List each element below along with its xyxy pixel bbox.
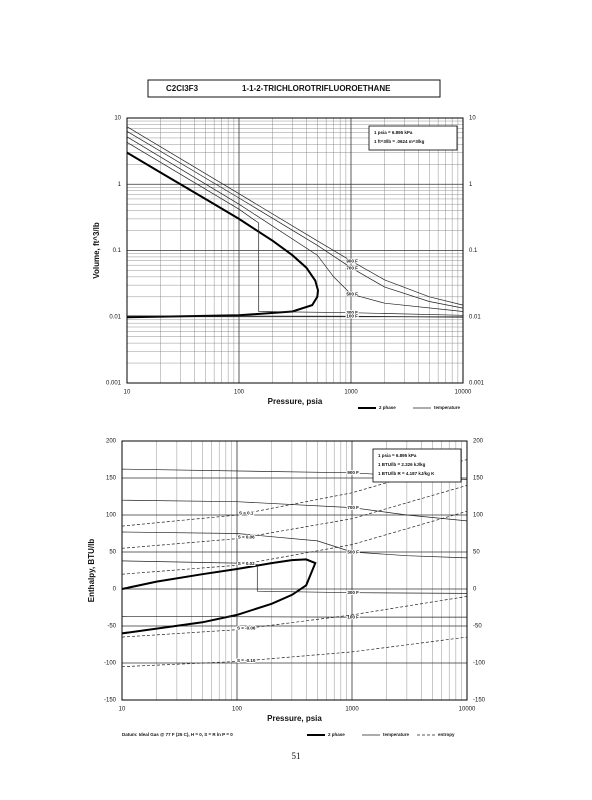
curve (126, 315, 464, 318)
x-tick-label: 1000 (345, 707, 359, 713)
y-tick-label: 10 (114, 116, 121, 122)
curve-label: 900 F (346, 259, 358, 264)
y-tick-label: -100 (104, 661, 117, 667)
curve (126, 130, 464, 309)
curve (121, 636, 468, 668)
curve-label: 500 F (346, 292, 358, 297)
curve (126, 136, 464, 312)
curve (121, 531, 468, 559)
curve-label: 700 F (347, 505, 359, 510)
y-tick-label: 1 (118, 182, 122, 188)
y-tick-label: -150 (473, 698, 486, 704)
y-axis-label: Volume, ft^3/lb (92, 222, 101, 279)
curve-label: 700 F (346, 266, 358, 271)
curve (126, 141, 464, 316)
y-tick-label: -150 (104, 698, 117, 704)
note: 1 ft^3/lb = .0624 m^3/kg (374, 139, 425, 144)
y-tick-label: 50 (109, 550, 116, 556)
x-tick-label: 100 (232, 707, 243, 713)
curve-label: S = 0.1 (239, 510, 254, 515)
header-title: 1-1-2-TRICHLOROTRIFLUOROETHANE (242, 84, 391, 93)
y-tick-label: 10 (469, 116, 476, 122)
header-box (147, 79, 441, 98)
curve (121, 560, 468, 594)
x-axis-label: Pressure, psia (268, 397, 323, 406)
y-tick-label: 200 (106, 439, 117, 445)
chart: 10 100 1000 10000 0.001 0.001 0.01 0.01 0.1 0.1 1 1… (92, 116, 485, 411)
y-tick-label: -50 (107, 624, 116, 630)
legend-label: temperature (434, 405, 461, 410)
y-tick-label: 0.001 (469, 381, 485, 387)
x-tick-label: 10000 (459, 707, 476, 713)
notes-box (372, 448, 462, 483)
curve (126, 126, 464, 306)
curve (126, 151, 320, 319)
x-axis-label: Pressure, psia (267, 714, 322, 723)
legend-label: 2 phase (328, 732, 345, 737)
x-tick-label: 10 (119, 707, 126, 713)
y-tick-label: -100 (473, 661, 486, 667)
note: 1 BTU/lb = 2.326 kJ/kg (378, 462, 426, 467)
curve-label: 100 F (346, 313, 358, 318)
plot-frame (126, 117, 464, 384)
note: 1 psia = 6.895 kPa (378, 453, 417, 458)
curve-label: 100 F (347, 614, 359, 619)
curve-label: 300 F (346, 310, 358, 315)
curve (121, 510, 468, 575)
curve (121, 558, 317, 635)
y-tick-label: 0.1 (113, 248, 122, 254)
y-tick-label: 0 (113, 587, 117, 593)
y-tick-label: -50 (473, 624, 482, 630)
curve (121, 499, 468, 522)
legend-label: 2 phase (379, 405, 396, 410)
x-tick-label: 1000 (344, 390, 358, 396)
note: 1 BTU/lb R = 4.187 kJ/kg K (378, 471, 435, 476)
y-tick-label: 0 (473, 587, 477, 593)
y-tick-label: 100 (106, 513, 117, 519)
legend-label: entropy (438, 732, 455, 737)
y-tick-label: 0.01 (109, 314, 121, 320)
curve-label: S = 0.02 (238, 561, 255, 566)
y-tick-label: 150 (473, 476, 484, 482)
y-tick-label: 200 (473, 439, 484, 445)
y-tick-label: 0.001 (106, 381, 122, 387)
curve-label: 300 F (347, 590, 359, 595)
y-axis-label: Enthalpy, BTU/lb (87, 539, 96, 603)
chart: 10 100 1000 10000 -150 -150 -100 -100 -50 -50 0 0 50… (87, 439, 486, 738)
curve-label: 500 F (347, 549, 359, 554)
y-tick-label: 150 (106, 476, 117, 482)
curve (121, 596, 468, 638)
curve-label: S = 0.06 (238, 534, 255, 539)
y-tick-label: 1 (469, 182, 473, 188)
x-tick-label: 10 (124, 390, 131, 396)
curve (121, 616, 467, 618)
curve-label: 900 F (347, 470, 359, 475)
y-tick-label: 0.1 (469, 248, 478, 254)
page-number: 51 (292, 751, 301, 761)
notes-box (368, 125, 458, 151)
x-tick-label: 100 (234, 390, 245, 396)
header-formula: C2Cl3F3 (166, 84, 199, 93)
curve (121, 485, 468, 549)
legend-label: temperature (383, 732, 410, 737)
y-tick-label: 0.01 (469, 314, 481, 320)
x-tick-label: 10000 (455, 390, 472, 396)
plot-frame (121, 440, 468, 701)
footnote: Datum: Ideal Gas @ 77 F (25 C), H = 0, S… (122, 732, 233, 737)
y-tick-label: 100 (473, 513, 484, 519)
curve-label: S = -0.06 (237, 626, 256, 631)
y-tick-label: 50 (473, 550, 480, 556)
curve-label: S = -0.10 (237, 658, 256, 663)
note: 1 psia = 6.895 kPa (374, 130, 413, 135)
